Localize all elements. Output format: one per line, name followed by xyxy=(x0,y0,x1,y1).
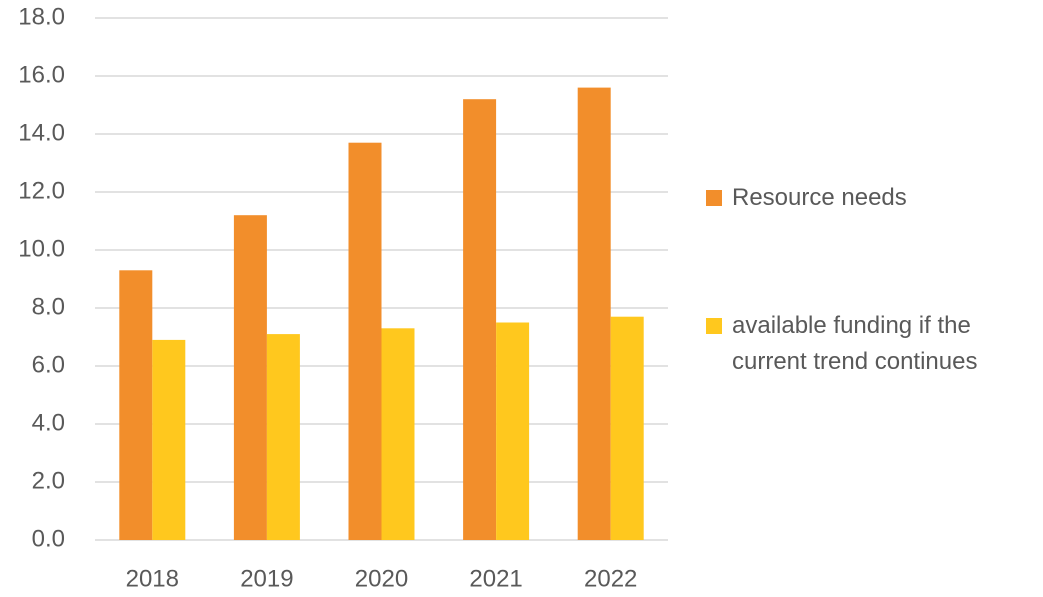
bar xyxy=(610,316,644,540)
y-tick-label: 0.0 xyxy=(32,525,65,552)
y-tick-label: 2.0 xyxy=(32,467,65,494)
x-tick-label: 2019 xyxy=(240,565,293,592)
y-tick-label: 6.0 xyxy=(32,351,65,378)
legend-item: available funding if the current trend c… xyxy=(706,308,1036,380)
bar xyxy=(152,339,186,540)
x-tick-label: 2020 xyxy=(355,565,408,592)
legend-swatch xyxy=(706,318,722,334)
bar xyxy=(496,322,530,540)
bar xyxy=(463,99,497,540)
bar xyxy=(577,87,611,540)
legend-swatch xyxy=(706,190,722,206)
legend-item: Resource needs xyxy=(706,180,1036,216)
bar xyxy=(348,142,382,540)
bar xyxy=(119,270,153,540)
y-tick-label: 8.0 xyxy=(32,293,65,320)
bar xyxy=(266,334,300,540)
x-tick-label: 2018 xyxy=(126,565,179,592)
legend-label: available funding if the current trend c… xyxy=(732,312,978,375)
bar xyxy=(381,328,415,540)
y-tick-label: 14.0 xyxy=(18,119,65,146)
y-tick-label: 18.0 xyxy=(18,3,65,30)
x-tick-label: 2021 xyxy=(469,565,522,592)
legend-label: Resource needs xyxy=(732,184,907,211)
bar xyxy=(233,215,267,540)
y-tick-label: 16.0 xyxy=(18,61,65,88)
x-tick-label: 2022 xyxy=(584,565,637,592)
y-tick-label: 12.0 xyxy=(18,177,65,204)
y-tick-label: 4.0 xyxy=(32,409,65,436)
y-tick-label: 10.0 xyxy=(18,235,65,262)
